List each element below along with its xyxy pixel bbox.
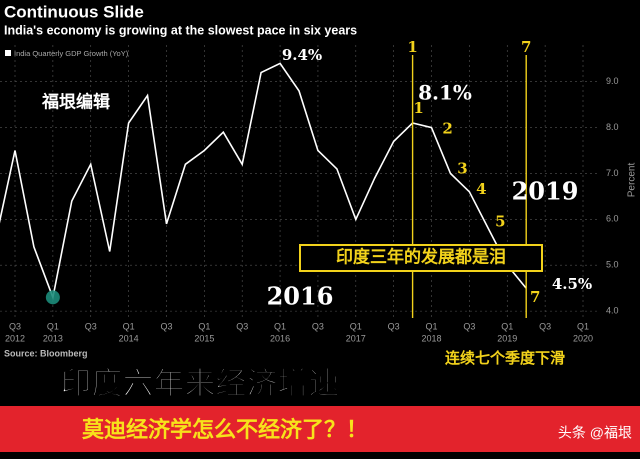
- x-tick-label: Q1: [123, 321, 135, 331]
- x-tick-label: Q1: [426, 321, 438, 331]
- top-marker: 1: [407, 38, 417, 56]
- x-year-label: 2016: [270, 333, 290, 343]
- x-tick-label: Q3: [539, 321, 551, 331]
- x-tick-label: Q1: [577, 321, 589, 331]
- x-year-label: 2020: [573, 333, 593, 343]
- y-tick-label: 4.0: [606, 305, 619, 315]
- step-label: 5: [495, 213, 505, 231]
- x-tick-label: Q3: [9, 321, 21, 331]
- top-marker: 7: [521, 38, 531, 56]
- x-year-label: 2018: [422, 333, 442, 343]
- peak-label: 9.4%: [282, 46, 322, 64]
- banner: [0, 406, 640, 452]
- y-tick-label: 7.0: [606, 168, 619, 178]
- editor-note: 福垠编辑: [41, 92, 110, 113]
- step-label: 4: [476, 180, 486, 198]
- step-label: 1: [413, 99, 423, 117]
- x-tick-label: Q3: [312, 321, 324, 331]
- x-tick-label: Q1: [47, 321, 59, 331]
- step-label: 2: [442, 120, 452, 138]
- step-label: 3: [457, 159, 467, 177]
- x-year-label: 2017: [346, 333, 366, 343]
- x-tick-label: Q3: [236, 321, 248, 331]
- source: Source: Bloomberg: [4, 348, 88, 358]
- y-tick-label: 5.0: [606, 260, 619, 270]
- step-label: 7: [530, 288, 540, 306]
- x-year-label: 2019: [497, 333, 517, 343]
- y-tick-label: 6.0: [606, 214, 619, 224]
- watermark: 头条 @福垠: [558, 425, 632, 441]
- low-point: [45, 290, 60, 305]
- x-tick-label: Q1: [350, 321, 362, 331]
- x-year-label: 2012: [5, 333, 25, 343]
- x-tick-label: Q3: [160, 321, 172, 331]
- x-year-label: 2014: [119, 333, 139, 343]
- banner-text: 莫迪经济学怎么不经济了？！: [82, 417, 368, 442]
- chart-subtitle: India's economy is growing at the slowes…: [4, 23, 357, 37]
- x-year-label: 2015: [194, 333, 214, 343]
- callout-text: 印度三年的发展都是泪: [336, 246, 506, 266]
- x-tick-label: Q1: [198, 321, 210, 331]
- x-tick-label: Q3: [463, 321, 475, 331]
- decline-note: 连续七个季度下滑: [445, 349, 565, 367]
- y-tick-label: 8.0: [606, 122, 619, 132]
- x-year-label: 2013: [43, 333, 63, 343]
- callout-box: [299, 244, 543, 272]
- legend-label: India Quarterly GDP Growth (YoY): [14, 49, 129, 58]
- x-tick-label: Q3: [388, 321, 400, 331]
- line-series: [0, 62, 527, 301]
- legend-swatch: [5, 50, 11, 56]
- x-tick-label: Q1: [274, 321, 286, 331]
- x-tick-label: Q3: [85, 321, 97, 331]
- year-note: 2019: [512, 177, 579, 206]
- high-label: 8.1%: [418, 81, 472, 105]
- year-note: 2016: [267, 282, 334, 311]
- y-tick-label: 9.0: [606, 76, 619, 86]
- x-tick-label: Q1: [501, 321, 513, 331]
- chart-title: Continuous Slide: [4, 2, 144, 21]
- low-label: 4.5%: [552, 275, 592, 293]
- headline: 印度六年来经济增速: [61, 366, 340, 401]
- y-axis-title: Percent: [627, 163, 638, 198]
